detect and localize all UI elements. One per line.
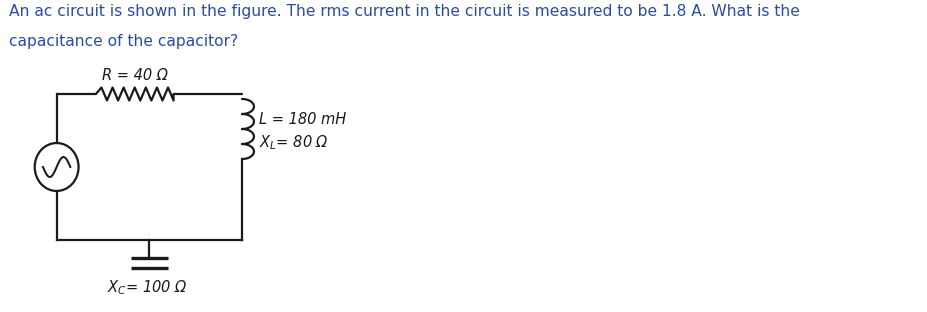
Text: capacitance of the capacitor?: capacitance of the capacitor? bbox=[9, 34, 238, 49]
Text: An ac circuit is shown in the figure. The rms current in the circuit is measured: An ac circuit is shown in the figure. Th… bbox=[9, 4, 800, 19]
Text: L = 180 mH: L = 180 mH bbox=[259, 111, 346, 126]
Text: R = 40 Ω: R = 40 Ω bbox=[102, 68, 168, 83]
Text: $X_C$= 100 Ω: $X_C$= 100 Ω bbox=[108, 278, 188, 297]
Text: $X_L$= 80 Ω: $X_L$= 80 Ω bbox=[259, 134, 328, 152]
